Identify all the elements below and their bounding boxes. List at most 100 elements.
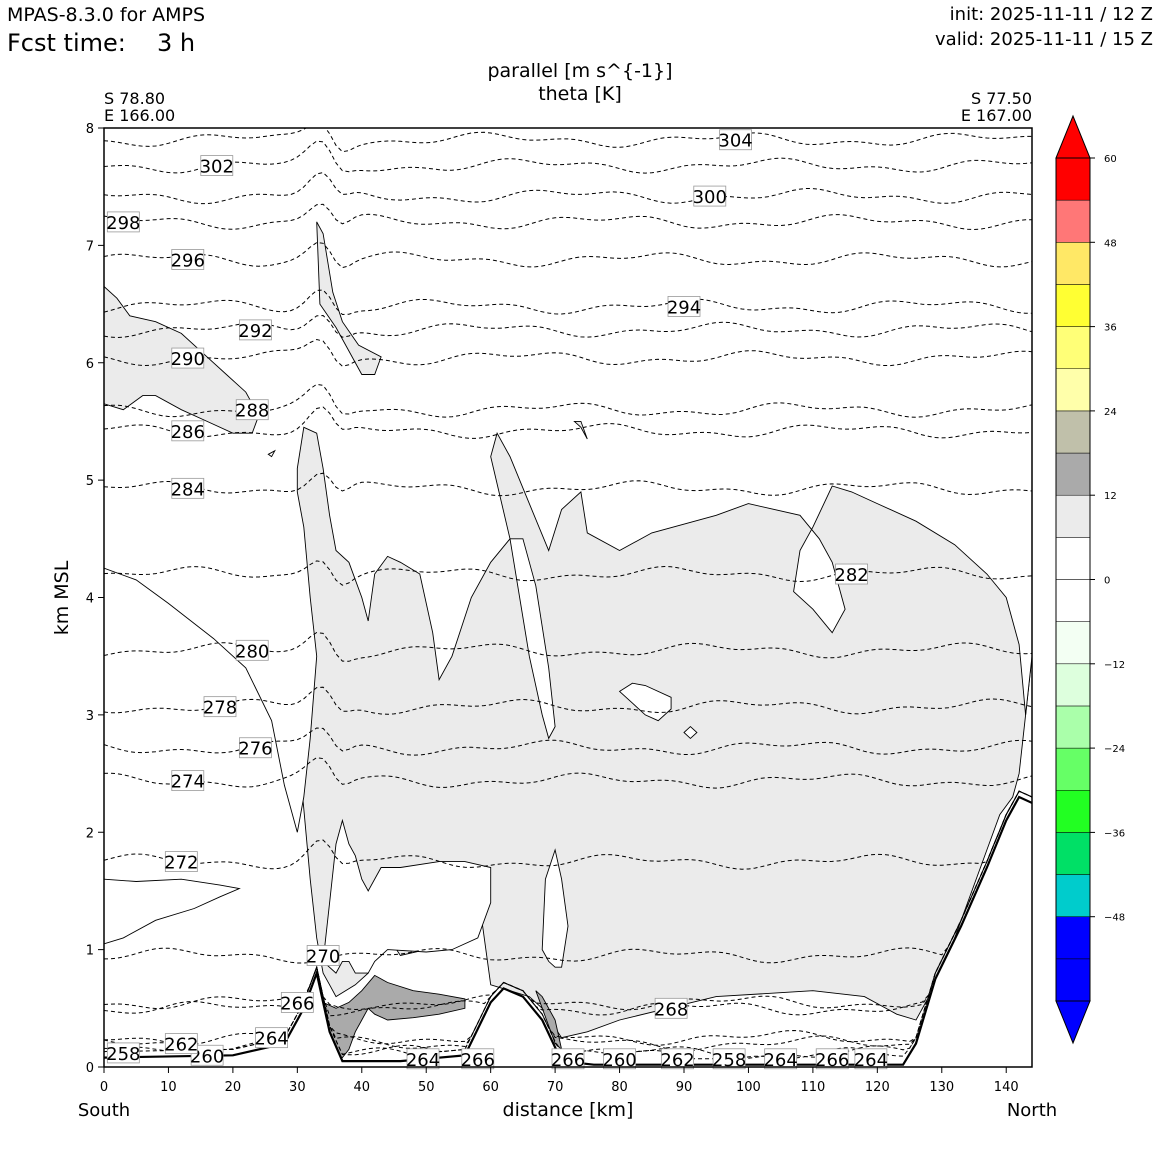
theta-label-276: 276 xyxy=(238,739,272,760)
start-point-lon: E 166.00 xyxy=(104,106,176,125)
theta-label-286-box xyxy=(171,420,205,442)
theta-label-bottom-2: 266 xyxy=(551,1050,585,1071)
colorbar: −48 −36 −24 −12 0 12 24 36 48 60 xyxy=(1055,114,1125,1045)
colorbar-bin--48 xyxy=(1055,874,1091,917)
colorbar-bin--54 xyxy=(1055,916,1091,960)
theta-label-302: 302 xyxy=(200,157,234,178)
theta-label-260: 260 xyxy=(190,1046,224,1067)
colorbar-bin--24 xyxy=(1055,705,1091,749)
colorbar-extend-high xyxy=(1055,114,1091,159)
x-tick-label-30: 30 xyxy=(289,1080,306,1095)
theta-label-bottom-0-box xyxy=(406,1048,440,1070)
y-tick-label-2: 2 xyxy=(86,826,94,841)
theta-label-288: 288 xyxy=(235,401,269,422)
theta-label-304-box xyxy=(719,129,752,151)
colorbar-bin-42 xyxy=(1055,242,1091,285)
theta-label-bottom-2-box xyxy=(551,1048,585,1070)
x-tick-label-0: 0 xyxy=(100,1080,108,1095)
theta-label-294-box xyxy=(667,296,701,317)
theta-label-296-box xyxy=(171,249,205,270)
theta-label-bottom-5-box xyxy=(712,1048,746,1070)
y-tick-label-7: 7 xyxy=(86,239,94,254)
theta-label-266: 266 xyxy=(280,993,314,1014)
colorbar-tick-label-12: 12 xyxy=(1104,491,1117,502)
y-axis-ticks: 0 1 2 3 4 5 6 7 8 xyxy=(86,122,104,1076)
theta-label-294: 294 xyxy=(667,297,701,318)
theta-label-274-box xyxy=(171,770,205,792)
theta-contour-290 xyxy=(104,338,1032,367)
theta-label-bottom-0: 264 xyxy=(406,1050,440,1071)
theta-contour-274 xyxy=(104,757,1032,789)
y-tick-label-6: 6 xyxy=(86,357,94,372)
terrain-line xyxy=(104,795,1032,1066)
wind-region-3 xyxy=(322,818,492,974)
colorbar-tick-label-24: 24 xyxy=(1104,407,1117,418)
theta-contour-278 xyxy=(104,686,1032,715)
start-point-lat: S 78.80 xyxy=(104,89,166,108)
x-tick-label-130: 130 xyxy=(929,1080,954,1095)
theta-label-272: 272 xyxy=(164,853,198,874)
theta-label-bottom-7-box xyxy=(815,1048,849,1070)
terrain-fill xyxy=(104,797,1032,1067)
theta-label-270: 270 xyxy=(306,946,340,967)
theta-label-bottom-3: 260 xyxy=(602,1050,636,1071)
theta-contour-298 xyxy=(104,203,1032,231)
colorbar-bin-12 xyxy=(1055,452,1091,496)
x-tick-label-100: 100 xyxy=(736,1080,761,1095)
theta-contour-284 xyxy=(104,472,1032,497)
colorbar-tick-label-0: 0 xyxy=(1104,576,1110,587)
theta-label-292: 292 xyxy=(238,321,272,342)
x-tick-label-40: 40 xyxy=(354,1080,371,1095)
theta-label-bottom-5: 258 xyxy=(712,1050,746,1071)
colorbar-bin-18 xyxy=(1055,410,1091,454)
colorbar-tick-label--12: −12 xyxy=(1104,660,1125,671)
wind-region-10 xyxy=(267,449,276,458)
y-tick-label-3: 3 xyxy=(86,709,94,724)
theta-label-268-box xyxy=(654,997,688,1019)
chart-subtitle: theta [K] xyxy=(538,83,622,105)
theta-contour-286 xyxy=(104,406,1032,439)
x-tick-label-60: 60 xyxy=(482,1080,499,1095)
theta-label-bottom-7: 266 xyxy=(815,1050,849,1071)
theta-label-272-box xyxy=(164,851,198,872)
colorbar-tick-label--36: −36 xyxy=(1104,828,1125,839)
colorbar-bin--6 xyxy=(1055,579,1091,622)
theta-contour-294 xyxy=(104,289,1032,316)
wind-region-5 xyxy=(618,682,672,722)
x-tick-label-140: 140 xyxy=(994,1080,1019,1095)
theta-label-274: 274 xyxy=(171,772,205,793)
theta-label-280: 280 xyxy=(235,641,269,662)
colorbar-bin-54 xyxy=(1055,157,1091,201)
north-end-label: North xyxy=(1006,1100,1058,1121)
theta-label-286: 286 xyxy=(171,422,205,443)
valid-time: valid: 2025-11-11 / 15 Z xyxy=(935,29,1153,50)
theta-label-302-box xyxy=(200,155,234,176)
x-tick-label-10: 10 xyxy=(160,1080,177,1095)
colorbar-bin--60 xyxy=(1055,958,1091,1002)
forecast-time-value: 3 h xyxy=(157,29,196,57)
theta-label-284: 284 xyxy=(171,479,205,500)
theta-contour-300 xyxy=(104,172,1032,205)
theta-label-298: 298 xyxy=(106,213,140,234)
colorbar-bin-30 xyxy=(1055,326,1091,370)
theta-label-bottom-6: 264 xyxy=(763,1050,797,1071)
theta-label-258-box xyxy=(106,1042,140,1064)
theta-label-298-box xyxy=(106,211,140,233)
theta-label-262-box xyxy=(164,1033,198,1054)
colorbar-tick-label-60: 60 xyxy=(1104,154,1117,165)
theta-label-bottom-4-box xyxy=(661,1048,694,1070)
y-tick-label-1: 1 xyxy=(86,944,94,959)
theta-label-260-box xyxy=(190,1044,224,1066)
theta-label-270-box xyxy=(306,945,340,966)
theta-label-304: 304 xyxy=(718,131,752,152)
y-tick-label-4: 4 xyxy=(86,592,94,607)
y-tick-label-5: 5 xyxy=(86,474,94,489)
theta-contour-304 xyxy=(104,128,1032,153)
end-point-lat: S 77.50 xyxy=(970,89,1032,108)
colorbar-tick-label-36: 36 xyxy=(1104,323,1117,334)
colorbar-bin-48 xyxy=(1055,199,1091,243)
x-axis-label: distance [km] xyxy=(502,1099,634,1121)
theta-label-bottom-6-box xyxy=(764,1048,798,1070)
y-tick-label-0: 0 xyxy=(86,1061,94,1076)
theta-contour-270 xyxy=(104,790,1032,964)
